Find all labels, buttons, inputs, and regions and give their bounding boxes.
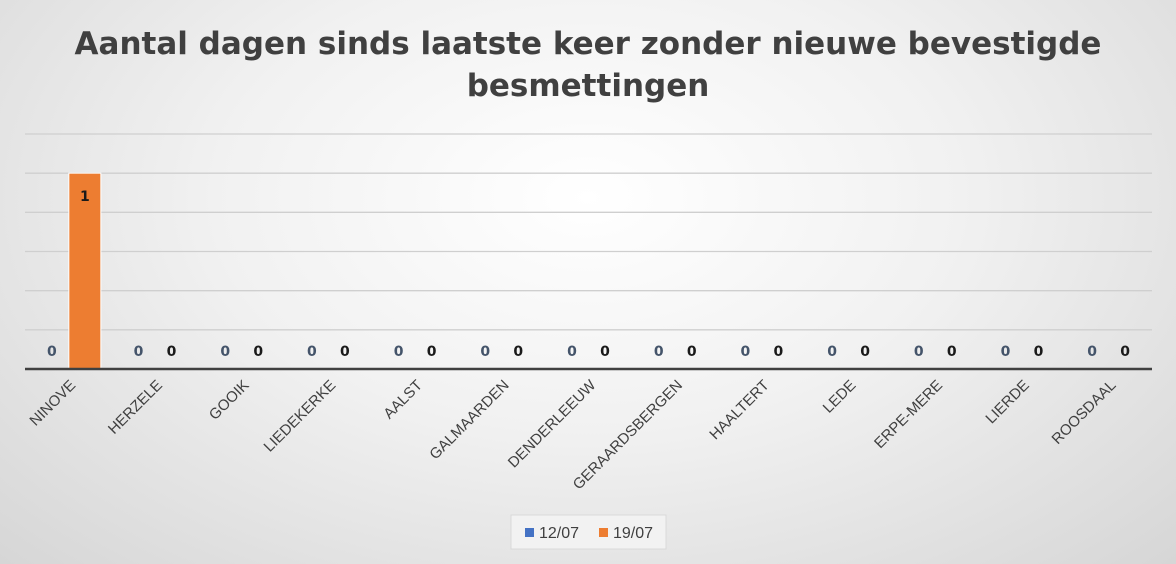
chart-title: Aantal dagen sinds laatste keer zonder n… xyxy=(75,26,1102,104)
x-tick-label: HAALTERT xyxy=(706,377,772,443)
chart-title-line: Aantal dagen sinds laatste keer zonder n… xyxy=(75,26,1102,62)
data-label: 0 xyxy=(1001,344,1011,360)
chart-title-line: besmettingen xyxy=(467,68,710,104)
x-tick-label: ROOSDAAL xyxy=(1049,377,1120,448)
x-tick-label: NINOVE xyxy=(26,377,79,430)
x-tick-label: LIEDEKERKE xyxy=(261,377,340,456)
x-tick-label: GALMAARDEN xyxy=(426,377,512,463)
data-label: 0 xyxy=(914,344,924,360)
data-label: 0 xyxy=(600,344,610,360)
data-label: 0 xyxy=(307,344,317,360)
x-tick-label: LIERDE xyxy=(982,377,1032,427)
data-label: 0 xyxy=(167,344,177,360)
x-tick-label: LEDE xyxy=(820,377,860,417)
x-tick-labels: NINOVE HERZELE GOOIK LIEDEKERKE AALST GALMAAR… xyxy=(26,376,1119,493)
data-label: 0 xyxy=(427,344,437,360)
data-label: 0 xyxy=(47,344,57,360)
data-label: 0 xyxy=(947,344,957,360)
data-label: 0 xyxy=(741,344,751,360)
legend-label: 19/07 xyxy=(613,525,653,542)
data-label: 0 xyxy=(567,344,577,360)
gridlines xyxy=(25,133,1152,331)
data-label: 0 xyxy=(1034,344,1044,360)
data-label: 0 xyxy=(654,344,664,360)
legend-swatch-12-07 xyxy=(525,528,534,537)
legend: 12/07 19/07 xyxy=(510,514,667,550)
data-label: 0 xyxy=(774,344,784,360)
data-label: 0 xyxy=(134,344,144,360)
data-label: 0 xyxy=(253,344,263,360)
data-label: 0 xyxy=(480,344,490,360)
data-label: 0 xyxy=(340,344,350,360)
data-label: 0 xyxy=(827,344,837,360)
data-label: 0 xyxy=(687,344,697,360)
x-tick-label: GOOIK xyxy=(206,377,253,424)
data-label: 0 xyxy=(394,344,404,360)
legend-label: 12/07 xyxy=(539,525,579,542)
legend-box xyxy=(510,514,667,550)
data-labels: 0 0 0 0 0 0 0 0 0 0 0 0 0 1 0 0 0 0 0 0 0 0 0 0 0 0 xyxy=(47,189,1130,360)
x-tick-label: DENDERLEEUW xyxy=(505,376,600,471)
x-tick-label: AALST xyxy=(380,377,426,423)
x-tick-label: HERZELE xyxy=(105,377,166,438)
data-label: 0 xyxy=(1087,344,1097,360)
legend-swatch-19-07 xyxy=(599,528,608,537)
data-label: 1 xyxy=(80,189,90,205)
data-label: 0 xyxy=(860,344,870,360)
data-label: 0 xyxy=(1120,344,1130,360)
data-label: 0 xyxy=(513,344,523,360)
data-label: 0 xyxy=(220,344,230,360)
x-tick-label: ERPE-MERE xyxy=(871,377,946,452)
